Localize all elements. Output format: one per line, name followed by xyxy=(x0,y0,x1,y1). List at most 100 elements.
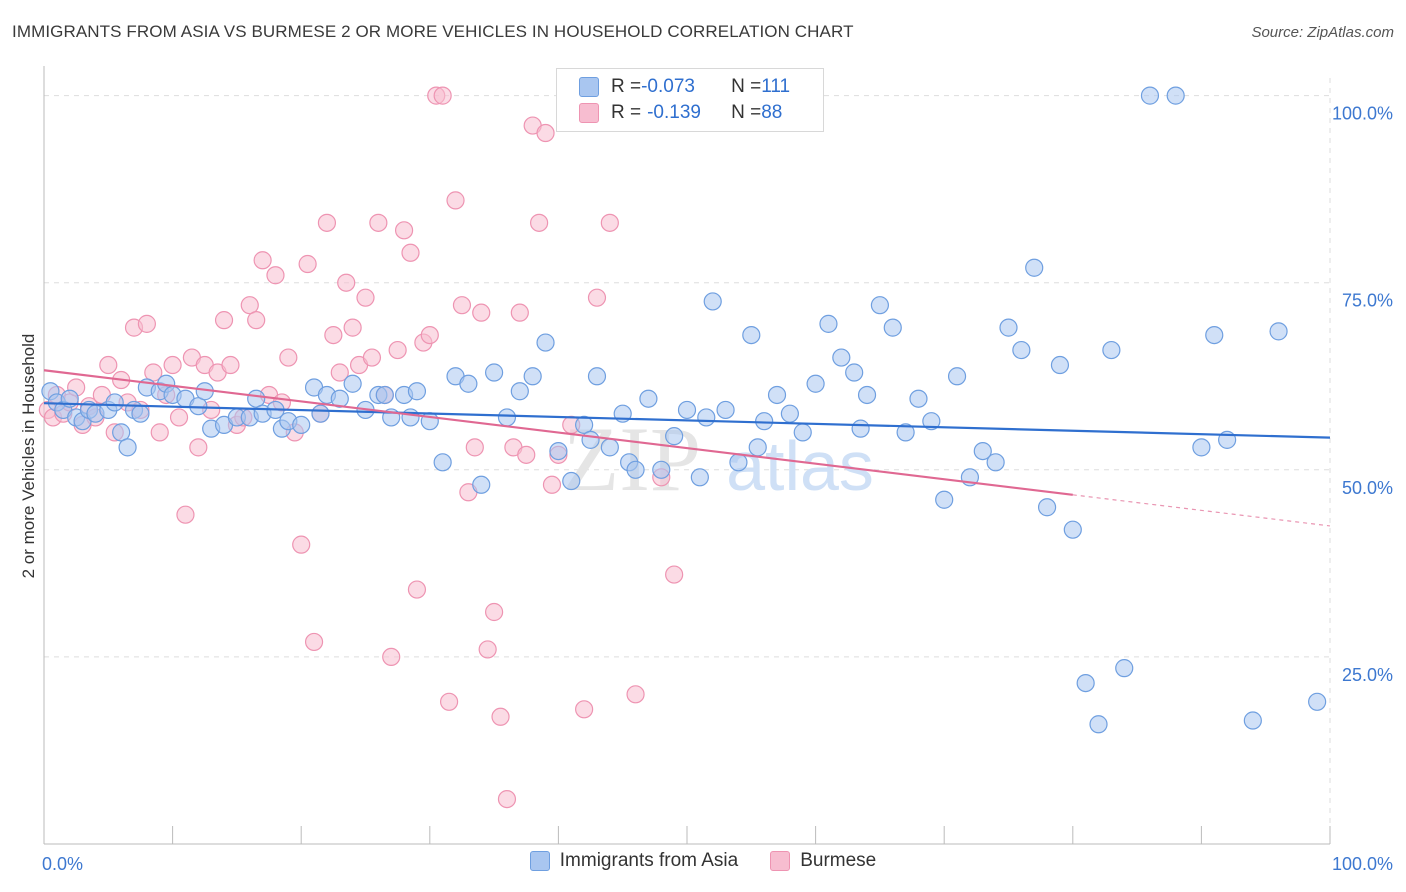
asia-point xyxy=(562,471,581,491)
asia-point xyxy=(510,382,529,401)
asia-point xyxy=(665,427,684,446)
asia-point xyxy=(999,318,1018,337)
asia-point xyxy=(1089,715,1108,734)
legend-n-label: N = xyxy=(731,102,762,123)
burmese-point xyxy=(214,311,234,330)
asia-point xyxy=(806,374,825,393)
asia-point xyxy=(1115,659,1134,678)
bottom-legend-swatch-asia xyxy=(529,851,550,871)
burmese-point xyxy=(542,475,562,494)
legend-row-burmese: R = -0.139 N = 88 xyxy=(579,100,782,126)
burmese-point xyxy=(407,580,427,599)
burmese-point xyxy=(433,86,452,105)
axes xyxy=(43,66,1331,845)
burmese-point xyxy=(247,311,266,330)
asia-point xyxy=(851,419,870,438)
burmese-point xyxy=(137,314,156,333)
burmese-point xyxy=(163,355,182,375)
asia-point xyxy=(947,367,967,386)
burmese-point xyxy=(465,438,484,457)
legend-row-asia: R = -0.073 N = 111 xyxy=(579,74,790,100)
burmese-point xyxy=(485,602,504,622)
asia-point xyxy=(1192,438,1211,457)
bottom-legend-asia[interactable]: Immigrants from Asia xyxy=(529,850,738,872)
burmese-point xyxy=(439,692,459,711)
burmese-point xyxy=(150,423,169,442)
y-tick-label: 100.0% xyxy=(1332,104,1393,124)
x-tick-label: 100.0% xyxy=(1332,854,1393,874)
asia-point xyxy=(742,326,761,345)
burmese-point xyxy=(317,213,337,232)
burmese-point xyxy=(665,565,684,584)
asia-point xyxy=(832,348,851,367)
legend-r-label: R = xyxy=(611,76,642,97)
asia-point xyxy=(330,389,349,408)
asia-point xyxy=(729,453,748,472)
asia-point xyxy=(575,415,594,435)
asia-point xyxy=(459,374,478,393)
asia-point xyxy=(639,389,658,408)
trend-line-asia xyxy=(43,402,1331,439)
asia-point xyxy=(973,441,992,461)
trend-line-burmese-extension xyxy=(1072,494,1331,527)
asia-point xyxy=(1205,326,1224,345)
asia-point xyxy=(1243,711,1262,730)
legend-r-value-burmese: -0.139 xyxy=(647,102,701,123)
burmese-point xyxy=(446,191,465,210)
asia-point xyxy=(1140,86,1160,105)
asia-point xyxy=(1076,673,1095,693)
asia-point xyxy=(626,460,645,479)
bottom-legend-burmese[interactable]: Burmese xyxy=(770,850,876,872)
asia-point xyxy=(118,438,137,457)
asia-point xyxy=(883,318,902,337)
asia-point xyxy=(767,385,787,405)
burmese-point xyxy=(292,535,311,554)
asia-point xyxy=(716,400,735,420)
asia-point xyxy=(536,333,555,352)
chart-title: IMMIGRANTS FROM ASIA VS BURMESE 2 OR MOR… xyxy=(12,22,854,41)
asia-point xyxy=(935,490,954,509)
burmese-point xyxy=(382,647,401,667)
asia-point xyxy=(343,374,362,393)
asia-point xyxy=(870,296,890,315)
legend-r-label: R = xyxy=(611,102,642,123)
burmese-point xyxy=(472,303,491,322)
asia-point xyxy=(857,385,877,405)
burmese-point xyxy=(600,213,619,232)
burmese-point xyxy=(99,355,118,375)
asia-point xyxy=(1063,520,1082,539)
asia-point xyxy=(401,408,420,427)
burmese-point xyxy=(626,685,645,704)
burmese-point xyxy=(343,318,362,337)
asia-point xyxy=(922,412,941,431)
legend-n-label: N = xyxy=(731,76,762,97)
legend-n-value-asia: 111 xyxy=(761,76,791,97)
asia-point xyxy=(845,363,864,382)
asia-point xyxy=(677,400,697,420)
asia-point xyxy=(600,438,619,457)
asia-point xyxy=(497,408,517,427)
asia-point xyxy=(105,393,124,412)
asia-point xyxy=(1308,692,1327,711)
burmese-point xyxy=(517,445,536,464)
burmese-point xyxy=(221,355,240,375)
y-tick-label: 50.0% xyxy=(1342,478,1393,498)
chart-source: Source: ZipAtlas.com xyxy=(1251,24,1394,41)
asia-point xyxy=(652,460,671,479)
burmese-point xyxy=(304,632,324,652)
asia-point xyxy=(793,423,812,442)
burmese-point xyxy=(362,348,382,367)
asia-point xyxy=(472,475,491,494)
asia-point xyxy=(587,367,607,386)
legend-r-value-asia: -0.073 xyxy=(641,76,695,97)
legend-n-value-burmese: 88 xyxy=(761,102,783,123)
burmese-point xyxy=(253,251,272,270)
burmese-point xyxy=(394,221,414,240)
asia-point xyxy=(1050,355,1070,375)
burmese-point xyxy=(369,213,388,232)
burmese-point xyxy=(587,288,607,307)
burmese-point xyxy=(530,213,549,232)
burmese-point xyxy=(388,340,407,360)
burmese-point xyxy=(497,789,517,809)
